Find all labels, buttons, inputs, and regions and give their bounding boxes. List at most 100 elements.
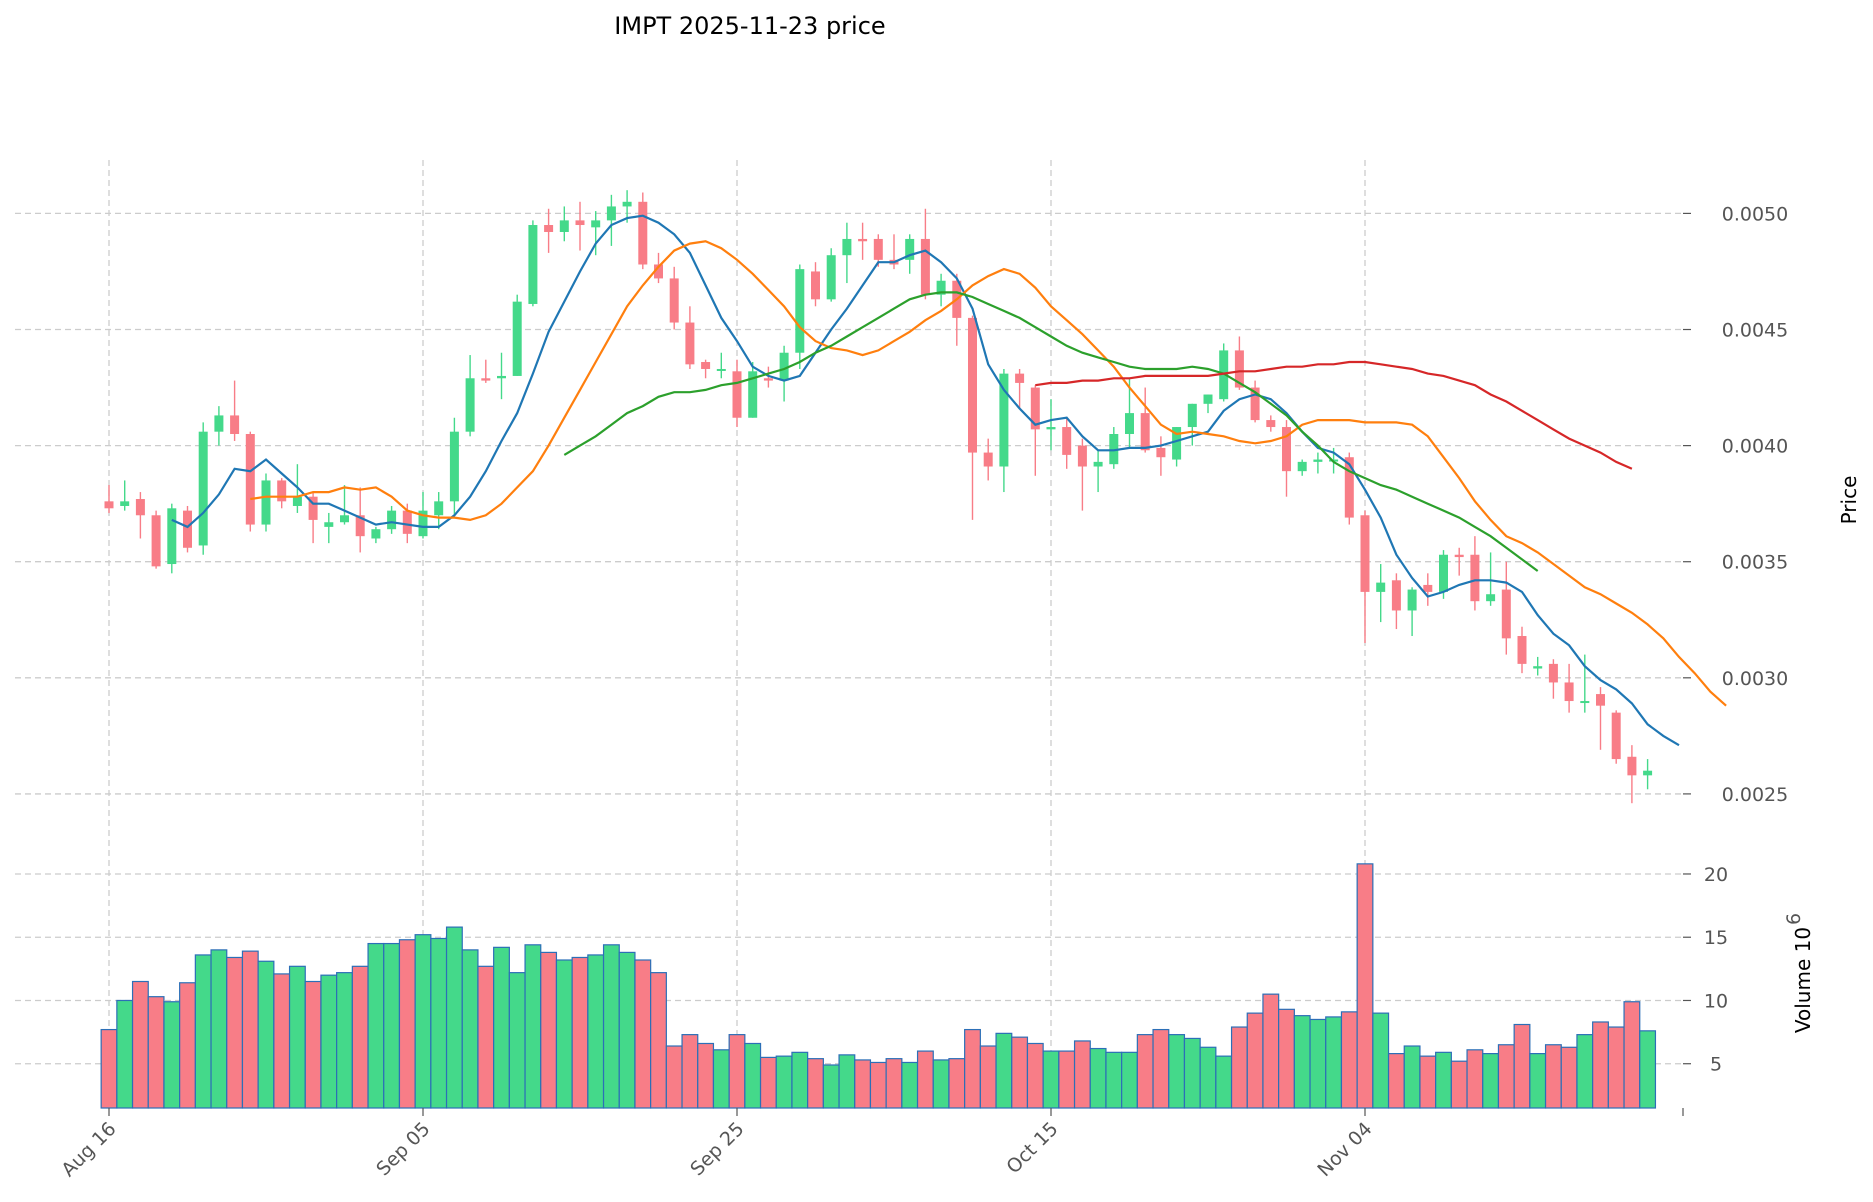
date-tick-label: Nov 04 [1313,1118,1376,1181]
candle-body [795,269,805,353]
volume-bar [179,982,196,1109]
candle-body [1046,427,1056,430]
candle-body [1077,445,1087,467]
volume-bar [1058,1050,1076,1109]
volume-bar [602,944,620,1109]
volume-bar [461,949,479,1109]
price-tick-label: 0.0050 [1722,203,1788,225]
candle-body [465,378,475,432]
volume-bar [1309,1018,1327,1109]
volume-bar [916,1050,934,1109]
volume-bar [131,980,149,1109]
candle-body [1423,584,1433,592]
volume-bar [571,956,589,1109]
volume-bar [681,1034,699,1109]
candle-body [340,515,349,523]
candle-body [1439,554,1448,592]
candle-body [1313,459,1323,462]
candle-body [434,501,444,516]
volume-bar [1340,1011,1358,1109]
volume-bar [869,1061,887,1109]
volume-bar [1121,1051,1138,1109]
volume-bar [1026,1042,1044,1109]
chart-title: IMPT 2025-11-23 price [614,12,885,40]
volume-bar [1435,1051,1452,1109]
volume-bar [1278,1008,1295,1109]
ma-line-ma60 [1035,360,1633,470]
candle-body [842,238,852,256]
candle-body [277,480,287,502]
candle-body [135,499,145,516]
ma-line-ma14 [250,240,1727,707]
volume-bar [634,959,652,1109]
volume-bar [650,972,667,1109]
candle-body [120,501,130,506]
candle-body [1203,394,1213,404]
volume-bar [1560,1046,1578,1109]
volume-bar [1293,1015,1311,1109]
volume-bar [775,1055,793,1109]
volume-bar [477,965,495,1109]
volume-bar [1262,993,1280,1109]
candle-body [1376,582,1386,592]
volume-bar [288,965,306,1109]
candle-body [387,510,397,530]
candle-body [591,220,601,228]
candle-body [481,378,491,381]
volume-bar [383,942,401,1109]
volume-bar [932,1059,950,1109]
volume-tick-label: 5 [1710,1054,1722,1076]
candle-body [1282,427,1291,472]
volume-bar [351,965,369,1109]
candle-body [920,238,930,295]
candle-body [1109,434,1119,465]
candle-body [748,371,758,418]
date-tick-label: Oct 15 [1002,1118,1062,1178]
candle-body [1062,427,1072,455]
volume-bar [948,1058,966,1109]
candle-body [1564,682,1574,702]
candle-body [261,480,271,525]
volume-bar [163,1001,181,1109]
ma-line-ma7 [171,214,1680,747]
candle-body [497,375,506,379]
volume-bar [1639,1030,1657,1109]
volume-bar [1168,1034,1186,1109]
volume-bar [100,1028,118,1109]
candle-body [198,431,208,546]
candle-body [701,362,711,369]
volume-bar [524,944,542,1109]
candle-body [826,255,836,300]
candle-body [1125,413,1134,434]
candle-body [230,415,240,434]
volume-bar [226,956,244,1109]
volume-bar [273,973,291,1109]
candle-body [763,378,773,381]
candle-body [1643,770,1653,776]
volume-bar [1607,1026,1625,1109]
candle-body [183,510,192,548]
price-tick-label: 0.0040 [1722,436,1788,458]
volume-bar [1497,1044,1515,1109]
volume-bar [1183,1037,1201,1109]
volume-bar [147,996,165,1109]
volume-bar [964,1028,981,1109]
volume-bar [241,950,259,1109]
candle-body [1234,350,1244,388]
candle-body [355,515,365,537]
volume-bar [116,999,134,1109]
volume-bar [508,972,526,1109]
candle-body [638,201,648,265]
candle-body [1611,712,1621,760]
volume-bar [1576,1034,1594,1109]
candle-body [716,368,726,371]
volume-bar [1089,1047,1107,1109]
candle-body [1501,589,1511,639]
candle-body [324,522,334,527]
volume-bar [744,1042,762,1109]
volume-bar [1403,1045,1421,1109]
candle-body [873,238,883,260]
volume-bar [1215,1055,1233,1109]
candle-body [1470,554,1480,602]
candle-body [654,264,663,279]
